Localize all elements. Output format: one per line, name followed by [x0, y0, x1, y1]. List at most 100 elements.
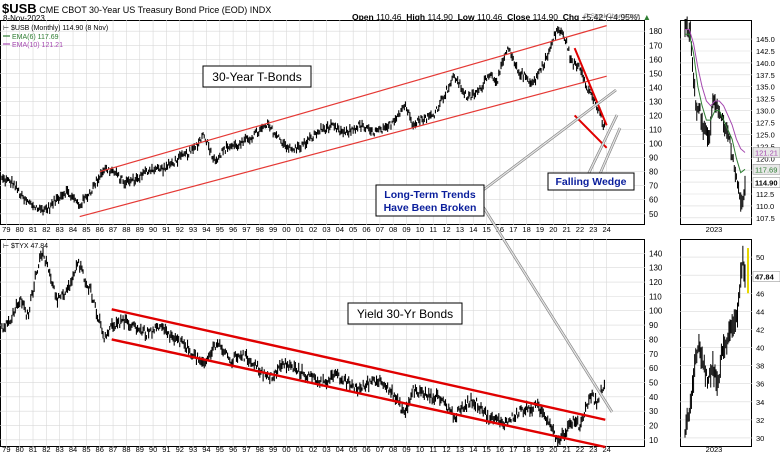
close-label: Close: [507, 12, 531, 22]
chg-value: +5.42 (+4.95%): [581, 12, 641, 22]
x-tick-label: 95: [216, 225, 224, 234]
top-ytick-label: 130: [649, 97, 663, 106]
trend-channel-lower: [79, 75, 607, 218]
top-y-axis: 50 60 70 80 90 100 110 120 130 140 150 160 170 180: [0, 27, 663, 219]
downtrend-upper: [111, 308, 606, 421]
annotation-box-trends: [375, 184, 485, 217]
x-tick-label: 09: [402, 445, 410, 454]
symbol-label: $USB: [2, 1, 37, 16]
bottom-zoom-ytick-label: 34: [756, 398, 764, 407]
top-zoom-ytick-label: 145.0: [756, 35, 775, 44]
falling-wedge-lower: [573, 114, 608, 149]
ema6-line: [685, 33, 746, 174]
annotation-arrows: [469, 88, 622, 413]
x-tick-label: 23: [589, 225, 597, 234]
x-tick-label: 18: [522, 445, 530, 454]
symbol-description: CME CBOT 30-Year US Treasury Bond Price …: [39, 5, 248, 15]
top-ytick-label: 60: [649, 196, 658, 205]
x-tick-label: 97: [242, 225, 250, 234]
x-tick-label: 93: [189, 445, 197, 454]
x-tick-label: 13: [456, 225, 464, 234]
top-ytick-label: 50: [649, 210, 658, 219]
yield-value-tag-bg: [752, 271, 780, 282]
x-tick-label: 84: [69, 445, 77, 454]
x-tick-label: 14: [469, 225, 477, 234]
bottom-y-axis: 10 20 30 40 50 60 70 80 90 100 110 120 130 140: [0, 249, 663, 445]
yield-value-tag: 47.84: [755, 273, 775, 282]
bottom-zoom-ytick-label: 46: [756, 289, 764, 298]
x-tick-label: 08: [389, 225, 397, 234]
bottom-zoom-ytick-label: 50: [756, 253, 764, 262]
title-yield: Yield 30-Yr Bonds: [357, 307, 453, 321]
top-ytick-label: 150: [649, 69, 663, 78]
x-tick-label: 09: [402, 225, 410, 234]
x-tick-label: 90: [149, 225, 157, 234]
x-tick-label: 08: [389, 445, 397, 454]
trend-channel-upper: [99, 25, 607, 173]
x-tick-label: 90: [149, 445, 157, 454]
x-tick-label: 80: [16, 225, 24, 234]
x-tick-label: 06: [362, 225, 370, 234]
x-tick-label: 92: [176, 445, 184, 454]
x-tick-label: 94: [202, 225, 210, 234]
x-tick-label: 91: [162, 225, 170, 234]
x-tick-label: 05: [349, 225, 357, 234]
top-ytick-label: 170: [649, 41, 663, 50]
x-tick-label: 04: [336, 225, 344, 234]
top-zoom-ytick-label: 137.5: [756, 71, 775, 80]
index-label: INDX: [249, 5, 272, 15]
x-tick-label: 96: [229, 225, 237, 234]
x-tick-label: 14: [469, 445, 477, 454]
title-box-yield: [347, 302, 463, 325]
x-tick-label: 15: [482, 445, 490, 454]
x-tick-label: 05: [349, 445, 357, 454]
bottom-ytick-label: 30: [649, 407, 658, 416]
arrow-shaft: [481, 204, 613, 413]
x-tick-label: 01: [296, 225, 304, 234]
x-tick-label: 86: [96, 225, 104, 234]
x-tick-label: 00: [282, 225, 290, 234]
x-tick-label: 81: [29, 225, 37, 234]
bottom-ytick-label: 10: [649, 436, 658, 445]
x-tick-label: 87: [109, 225, 117, 234]
bottom-zoom-panel-frame: [680, 239, 752, 447]
top-zoom-ytick-label: 130.0: [756, 107, 775, 116]
bottom-ytick-label: 60: [649, 364, 658, 373]
ema10-line: [685, 29, 746, 153]
x-tick-label: 85: [82, 445, 90, 454]
top-price-bars: [1, 26, 605, 216]
x-tick-label: 81: [29, 445, 37, 454]
x-tick-label: 83: [56, 445, 64, 454]
annotation-wedge: Falling Wedge: [556, 176, 627, 188]
x-tick-label: 17: [509, 225, 517, 234]
x-tick-label: 20: [549, 445, 557, 454]
bottom-ytick-label: 120: [649, 278, 663, 287]
x-tick-label: 97: [242, 445, 250, 454]
chart-header: $USB CME CBOT 30-Year US Treasury Bond P…: [2, 1, 271, 16]
x-tick-label: 10: [416, 225, 424, 234]
bottom-zoom-ytick-label: 44: [756, 307, 764, 316]
x-tick-label: 00: [282, 445, 290, 454]
top-zoom-ytick-label: 125.0: [756, 130, 775, 139]
price-value-tag-bg: [752, 177, 780, 188]
bottom-ytick-label: 110: [649, 292, 662, 301]
bottom-zoom-price-bars: [684, 245, 746, 438]
bottom-zoom-ytick-label: 36: [756, 380, 764, 389]
ema6-value-tag: 117.69: [755, 165, 777, 174]
x-tick-label: 80: [16, 445, 24, 454]
x-tick-label: 99: [269, 445, 277, 454]
top-zoom-ytick-label: 112.5: [756, 190, 774, 199]
x-tick-label: 89: [136, 445, 144, 454]
annotation-box-wedge: [547, 172, 635, 191]
x-tick-label: 07: [376, 225, 384, 234]
ohlc-summary: Open 110.46 High 114.90 Low 110.46 Close…: [352, 12, 651, 22]
top-zoom-ytick-label: 132.5: [756, 95, 775, 104]
top-ytick-label: 140: [649, 83, 663, 92]
x-tick-label: 20: [549, 225, 557, 234]
close-value: 114.90: [532, 12, 558, 22]
x-tick-label: 86: [96, 445, 104, 454]
title-box-bonds: [202, 65, 312, 88]
x-tick-label: 93: [189, 225, 197, 234]
legend-price: ⊢ $USB (Monthly) 114.90 (8 Nov): [3, 25, 108, 32]
